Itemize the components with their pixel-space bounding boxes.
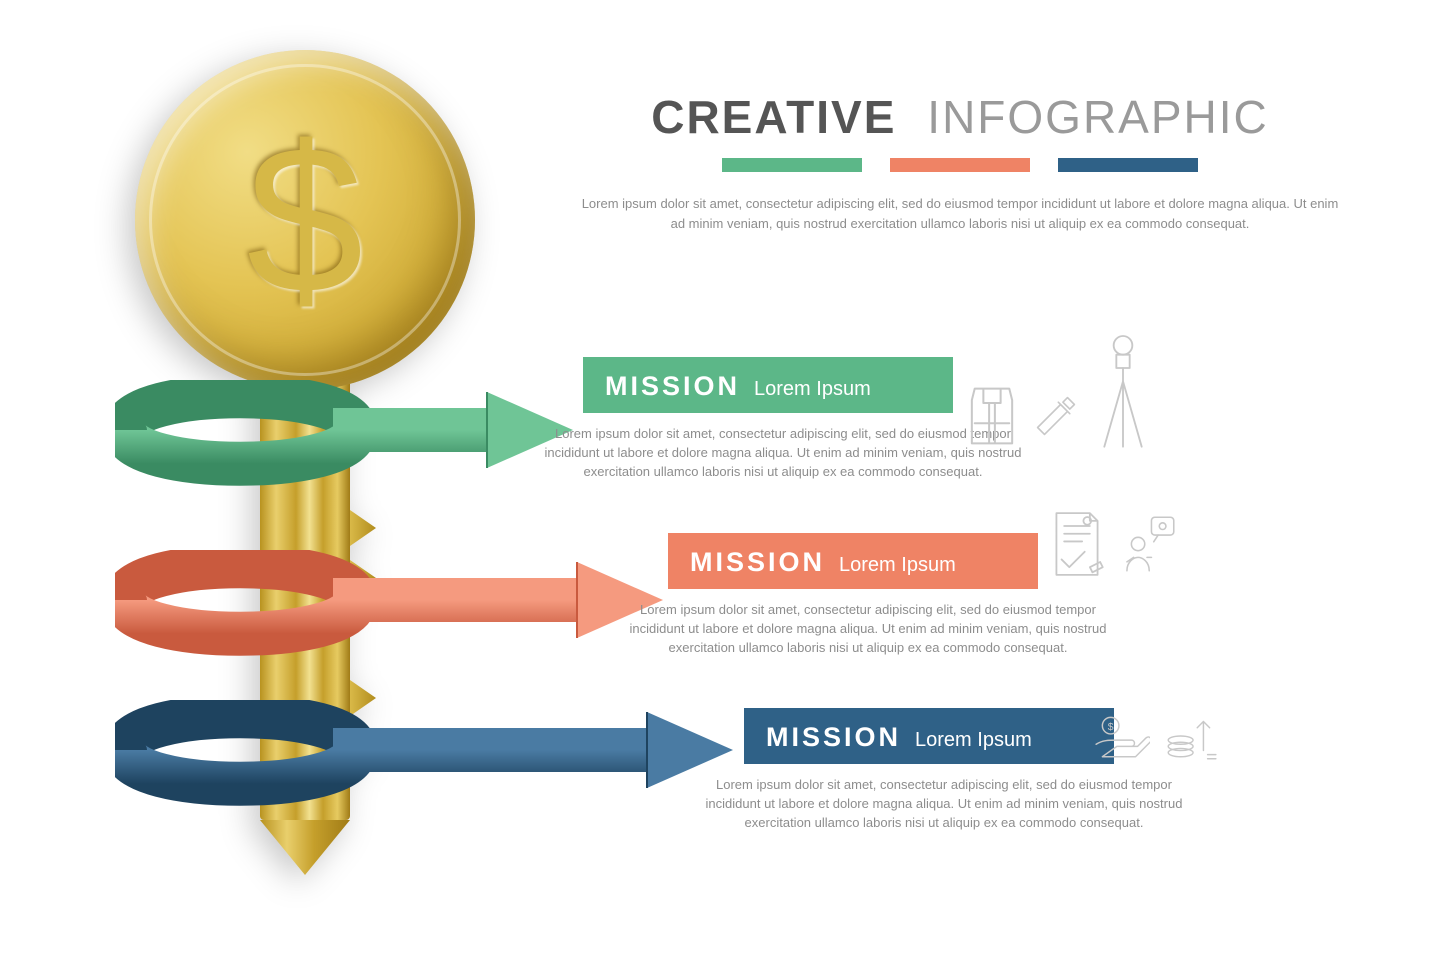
hand-dollar-icon: $	[1092, 700, 1150, 772]
mission-title-2: MISSION	[690, 547, 825, 578]
svg-text:$: $	[1108, 722, 1114, 733]
mission-icons-3: $	[1092, 700, 1220, 772]
coin-head: $	[135, 50, 475, 390]
mission-desc-2: Lorem ipsum dolor sit amet, consectetur …	[628, 601, 1108, 658]
arrow-coral	[115, 550, 665, 622]
mission-bar-2: MISSION Lorem Ipsum	[668, 533, 1038, 589]
mission-subtitle-2: Lorem Ipsum	[839, 554, 956, 577]
mission-bar-1: MISSION Lorem Ipsum	[583, 357, 953, 413]
page-title: CREATIVE INFOGRAPHIC	[580, 90, 1340, 144]
arrow-green	[115, 380, 575, 452]
infographic-canvas: $	[0, 0, 1452, 980]
person-chat-icon	[1118, 508, 1176, 580]
mission-bar-3: MISSION Lorem Ipsum	[744, 708, 1114, 764]
tripod-icon	[1091, 332, 1155, 452]
mission-desc-1: Lorem ipsum dolor sit amet, consectetur …	[543, 425, 1023, 482]
mission-block-1: MISSION Lorem Ipsum Lorem ipsum dolor si…	[583, 357, 1203, 482]
vest-icon	[963, 380, 1021, 452]
coins-up-icon	[1162, 700, 1220, 772]
mission-desc-3: Lorem ipsum dolor sit amet, consectetur …	[704, 776, 1184, 833]
title-light: INFOGRAPHIC	[927, 91, 1268, 143]
title-underline	[580, 158, 1340, 172]
dollar-sign-icon: $	[135, 50, 475, 390]
mission-icons-2	[1048, 508, 1176, 580]
intro-text: Lorem ipsum dolor sit amet, consectetur …	[580, 194, 1340, 234]
title-strong: CREATIVE	[651, 91, 896, 143]
header-block: CREATIVE INFOGRAPHIC Lorem ipsum dolor s…	[580, 90, 1340, 234]
checklist-icon	[1048, 508, 1106, 580]
hammer-icon	[1033, 380, 1079, 452]
mission-title-1: MISSION	[605, 371, 740, 402]
mission-subtitle-3: Lorem Ipsum	[915, 729, 1032, 752]
mission-subtitle-1: Lorem Ipsum	[754, 378, 871, 401]
mission-block-3: MISSION Lorem Ipsum $ Lorem ipsum dolor …	[744, 708, 1364, 833]
arrow-blue	[115, 700, 735, 772]
mission-block-2: MISSION Lorem Ipsum Lorem ipsum dolor si…	[668, 533, 1288, 658]
mission-icons-1	[963, 332, 1155, 452]
mission-title-3: MISSION	[766, 722, 901, 753]
